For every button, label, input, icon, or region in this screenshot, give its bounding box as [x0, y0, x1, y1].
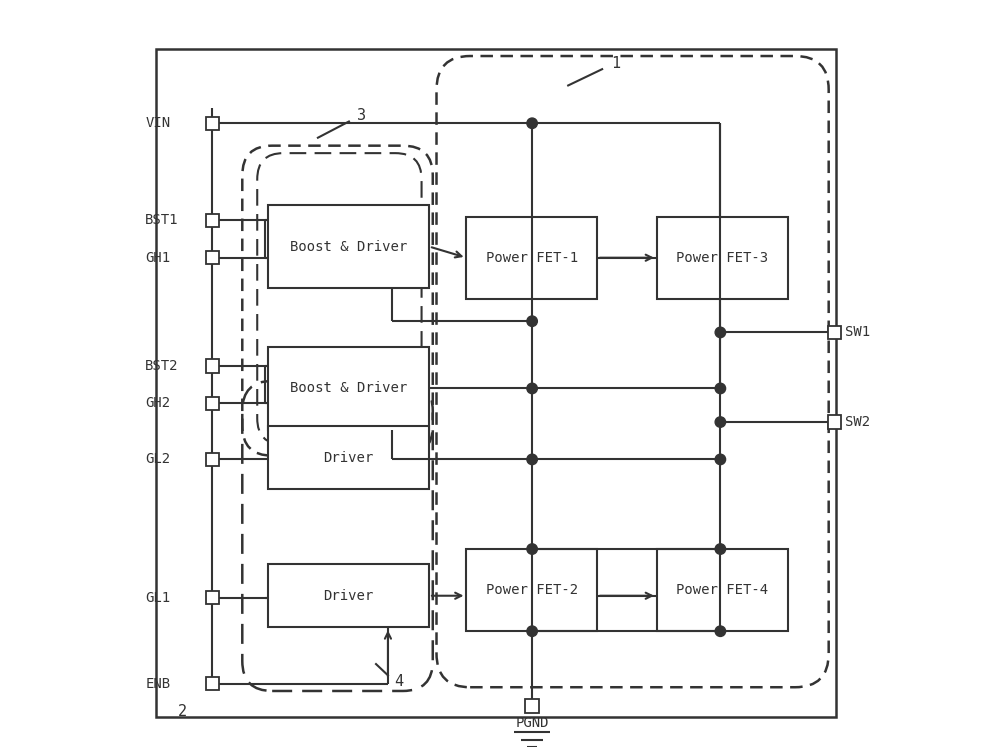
Bar — [206, 453, 219, 466]
Circle shape — [527, 118, 537, 128]
Text: 3: 3 — [357, 108, 366, 123]
Text: Driver: Driver — [324, 450, 374, 465]
Bar — [466, 217, 597, 299]
Bar — [268, 347, 429, 430]
Text: VIN: VIN — [145, 117, 170, 130]
Bar — [206, 677, 219, 690]
Bar — [206, 397, 219, 410]
Bar — [206, 251, 219, 264]
Circle shape — [527, 383, 537, 394]
Text: ENB: ENB — [145, 677, 170, 690]
Circle shape — [715, 417, 726, 427]
Bar — [156, 49, 836, 717]
Text: GH1: GH1 — [145, 251, 170, 264]
Circle shape — [527, 626, 537, 636]
Text: Driver: Driver — [324, 589, 374, 603]
Bar — [206, 117, 219, 130]
Bar — [657, 217, 788, 299]
Bar — [268, 564, 429, 627]
Circle shape — [715, 626, 726, 636]
Text: 1: 1 — [611, 56, 620, 71]
Circle shape — [527, 316, 537, 326]
Text: 4: 4 — [395, 674, 404, 689]
Bar — [206, 214, 219, 227]
Text: BST1: BST1 — [145, 214, 179, 227]
Text: GL2: GL2 — [145, 453, 170, 466]
Bar — [828, 415, 841, 429]
Text: Power FET-2: Power FET-2 — [486, 583, 578, 597]
Bar — [268, 205, 429, 288]
Text: Power FET-4: Power FET-4 — [676, 583, 768, 597]
Text: SW1: SW1 — [845, 326, 870, 339]
Circle shape — [715, 327, 726, 338]
Bar — [525, 699, 539, 713]
Circle shape — [527, 544, 537, 554]
Text: GH2: GH2 — [145, 397, 170, 410]
Text: SW2: SW2 — [845, 415, 870, 429]
Bar — [466, 549, 597, 631]
Bar — [206, 359, 219, 373]
Bar — [268, 426, 429, 489]
Bar — [828, 326, 841, 339]
Text: BST2: BST2 — [145, 359, 179, 373]
Text: Power FET-1: Power FET-1 — [486, 251, 578, 264]
Text: GL1: GL1 — [145, 591, 170, 604]
Bar — [657, 549, 788, 631]
Circle shape — [715, 544, 726, 554]
Text: PGND: PGND — [515, 716, 549, 730]
Circle shape — [715, 383, 726, 394]
Text: Power FET-3: Power FET-3 — [676, 251, 768, 264]
Bar — [206, 591, 219, 604]
Text: Boost & Driver: Boost & Driver — [290, 382, 407, 395]
Circle shape — [715, 454, 726, 465]
Text: Boost & Driver: Boost & Driver — [290, 240, 407, 253]
Circle shape — [527, 454, 537, 465]
Text: 2: 2 — [178, 704, 187, 719]
